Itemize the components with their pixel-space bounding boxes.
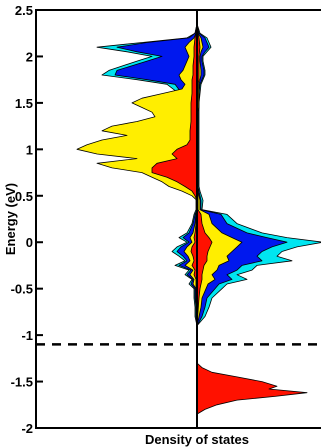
y-tick-label: 0 [26, 235, 33, 250]
y-tick-label: -1 [21, 328, 33, 343]
dos-area-5 [197, 363, 307, 414]
y-axis-label: Energy (eV) [3, 183, 18, 255]
y-tick-label: -0.5 [11, 282, 33, 297]
y-tick-label: -2 [21, 421, 33, 436]
y-tick-label: -1.5 [11, 375, 33, 390]
y-tick-label: 2 [26, 49, 33, 64]
x-axis-label: Density of states [145, 432, 249, 447]
y-tick-label: 2.5 [15, 3, 33, 18]
dos-areas [77, 24, 321, 414]
y-tick-label: 1.5 [15, 96, 33, 111]
y-tick-label: 1 [26, 142, 33, 157]
